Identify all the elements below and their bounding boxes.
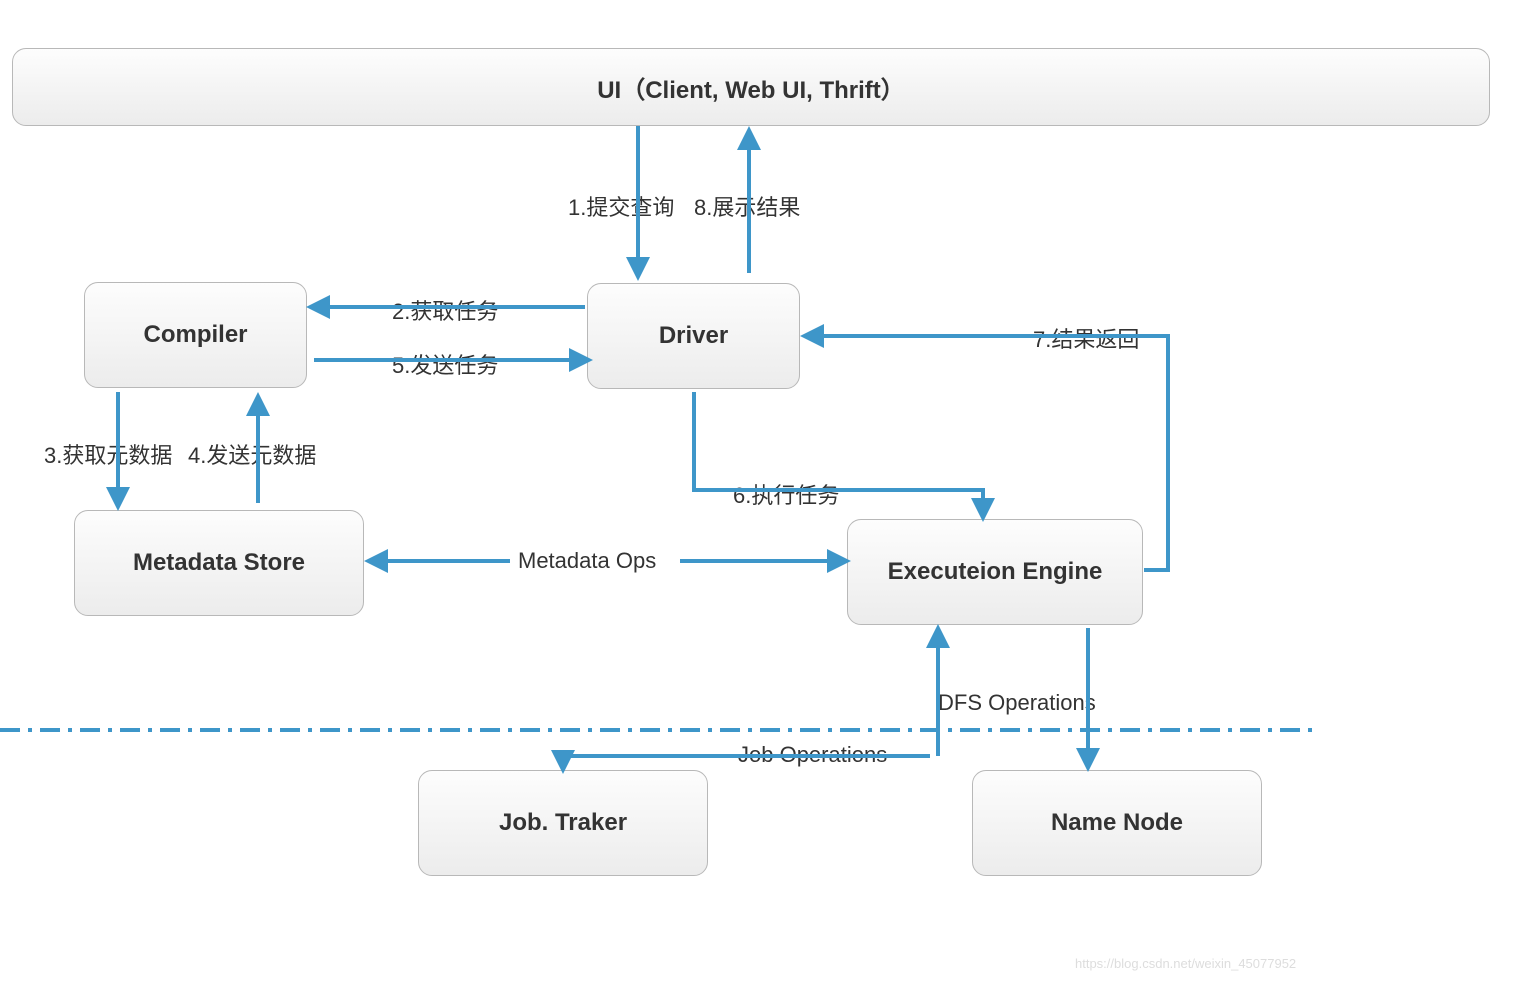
node-driver: Driver: [587, 283, 800, 389]
node-namenode: Name Node: [972, 770, 1262, 876]
node-execution-label: Executeion Engine: [888, 558, 1103, 586]
node-jobtracker: Job. Traker: [418, 770, 708, 876]
label-2: 2.获取任务: [392, 294, 498, 326]
label-dfs-ops: DFS Operations: [938, 690, 1096, 716]
label-4: 4.发送元数据: [188, 438, 316, 470]
node-metastore: Metadata Store: [74, 510, 364, 616]
node-namenode-label: Name Node: [1051, 809, 1183, 837]
node-compiler-label: Compiler: [143, 321, 247, 349]
node-compiler: Compiler: [84, 282, 307, 388]
watermark: https://blog.csdn.net/weixin_45077952: [1075, 956, 1296, 971]
label-6: 6.执行任务: [733, 478, 839, 510]
label-3: 3.获取元数据: [44, 438, 172, 470]
node-metastore-label: Metadata Store: [133, 549, 305, 577]
label-5: 5.发送任务: [392, 348, 498, 380]
node-ui: UI（Client, Web UI, Thrift）: [12, 48, 1490, 126]
label-8: 8.展示结果: [694, 190, 800, 222]
node-execution: Executeion Engine: [847, 519, 1143, 625]
label-1: 1.提交查询: [568, 190, 674, 222]
node-jobtracker-label: Job. Traker: [499, 809, 627, 837]
label-job-ops: Job Operations: [738, 742, 887, 768]
label-7: 7.结果返回: [1033, 322, 1139, 354]
label-metadata-ops: Metadata Ops: [518, 548, 656, 574]
node-ui-label: UI（Client, Web UI, Thrift）: [597, 70, 905, 105]
node-driver-label: Driver: [659, 322, 728, 350]
